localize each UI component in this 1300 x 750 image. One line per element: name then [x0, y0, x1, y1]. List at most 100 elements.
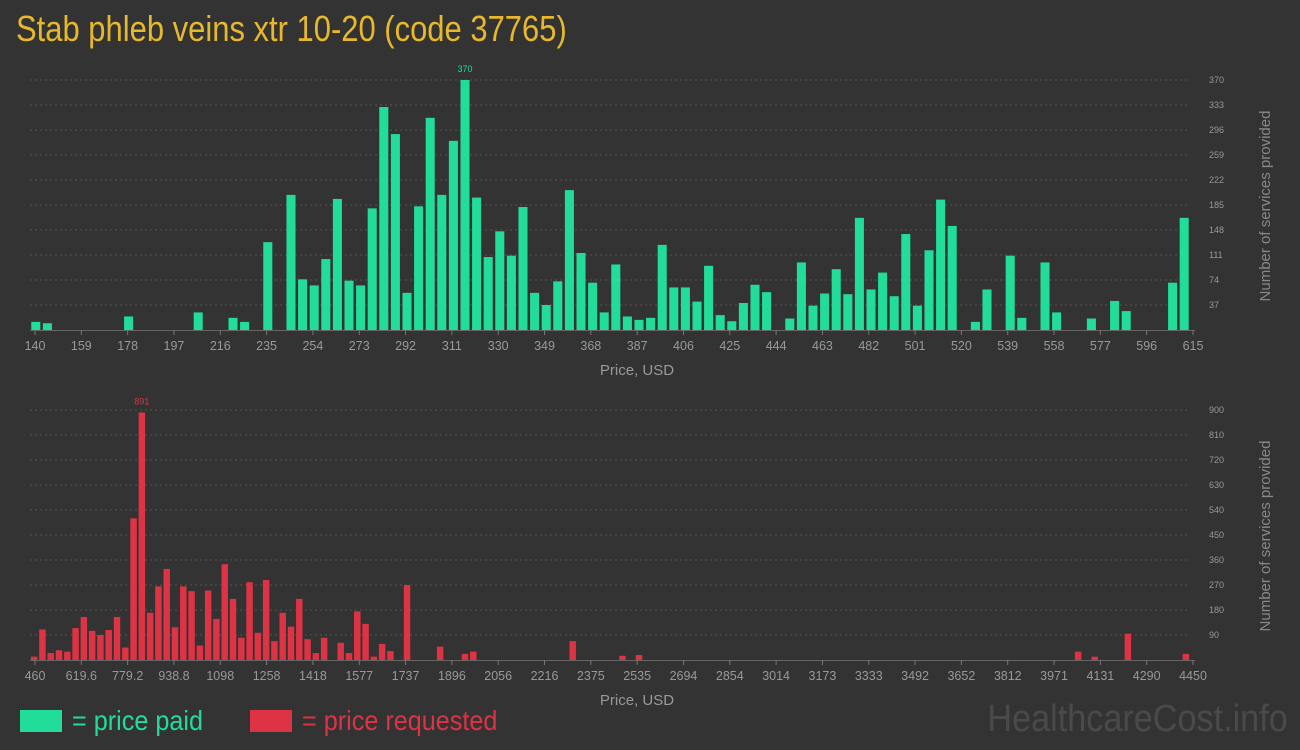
bar	[309, 285, 319, 330]
bar	[254, 632, 262, 660]
y-tick-label: 222	[1209, 175, 1224, 185]
bar	[738, 302, 748, 330]
bar	[72, 628, 79, 660]
x-tick-label: 368	[580, 339, 601, 353]
bar	[403, 585, 411, 660]
bar	[370, 656, 378, 660]
bar	[321, 259, 331, 330]
bar	[287, 626, 295, 660]
bar	[470, 651, 477, 660]
bar	[263, 242, 273, 330]
bar	[193, 312, 203, 330]
y-tick-label: 185	[1209, 200, 1224, 210]
x-tick-label: 3971	[1040, 669, 1068, 683]
bar	[1124, 633, 1132, 660]
bar	[163, 568, 170, 660]
x-tick-label: 1098	[206, 669, 234, 683]
bar	[1091, 656, 1098, 660]
bar	[31, 321, 41, 330]
y-axis-title: Number of services provided	[1257, 441, 1274, 632]
bar	[344, 280, 354, 330]
bar	[843, 294, 853, 330]
x-tick-label: 1258	[253, 669, 281, 683]
bar	[1040, 262, 1050, 330]
bar	[878, 272, 888, 330]
bar	[727, 321, 737, 330]
bar	[619, 655, 626, 660]
bar	[611, 264, 621, 330]
x-tick-label: 4290	[1133, 669, 1161, 683]
bar	[576, 252, 586, 330]
bar	[947, 225, 957, 330]
y-tick-label: 111	[1209, 250, 1223, 260]
bar	[356, 285, 366, 330]
x-tick-label: 4450	[1179, 669, 1207, 683]
bar	[704, 265, 714, 330]
bar	[506, 255, 516, 330]
y-tick-label: 630	[1209, 480, 1224, 490]
x-tick-label: 779.2	[112, 669, 143, 683]
bar	[569, 641, 576, 660]
bar	[820, 293, 830, 330]
x-tick-label: 577	[1090, 339, 1111, 353]
x-tick-label: 1577	[345, 669, 373, 683]
bar	[831, 269, 841, 330]
peak-data-label: 891	[134, 397, 149, 407]
bar	[715, 315, 725, 330]
bar	[785, 318, 795, 330]
y-tick-label: 333	[1209, 100, 1224, 110]
bar	[1182, 653, 1190, 660]
bar	[246, 582, 253, 660]
bar	[345, 653, 353, 660]
bar	[912, 305, 922, 330]
x-tick-label: 311	[442, 339, 462, 353]
bar	[279, 612, 286, 660]
bar	[495, 231, 505, 330]
y-tick-label: 450	[1209, 530, 1224, 540]
bar	[124, 316, 134, 330]
bar	[634, 319, 644, 330]
bar	[635, 655, 643, 660]
bar	[553, 281, 563, 330]
x-tick-label: 3492	[901, 669, 929, 683]
x-tick-label: 3812	[994, 669, 1022, 683]
x-tick-label: 292	[395, 339, 416, 353]
bar	[80, 616, 88, 660]
bar	[437, 194, 447, 330]
x-tick-label: 4131	[1086, 669, 1114, 683]
bar	[113, 616, 121, 660]
bar	[970, 321, 980, 330]
bar	[286, 194, 296, 330]
bar	[228, 317, 238, 330]
watermark: HealthcareCost.info	[987, 698, 1288, 740]
chart-title: Stab phleb veins xtr 10-20 (code 37765)	[16, 8, 567, 49]
x-tick-label: 425	[719, 339, 740, 353]
y-tick-label: 90	[1209, 630, 1219, 640]
x-tick-label: 159	[71, 339, 92, 353]
bar	[354, 611, 361, 660]
x-tick-label: 444	[766, 339, 787, 353]
bar	[55, 650, 63, 660]
bar	[901, 234, 911, 330]
bar	[483, 257, 493, 330]
x-tick-label: 3333	[855, 669, 883, 683]
bar	[213, 618, 220, 660]
bar	[808, 305, 818, 330]
bar	[378, 643, 386, 660]
y-tick-label: 296	[1209, 125, 1224, 135]
bar	[362, 623, 369, 660]
y-tick-label: 37	[1209, 300, 1219, 310]
x-tick-label: 482	[858, 339, 879, 353]
x-tick-label: 273	[349, 339, 370, 353]
legend-requested-label: = price requested	[302, 705, 498, 736]
bar	[240, 321, 250, 330]
bar	[564, 190, 574, 330]
x-axis-title: Price, USD	[600, 362, 674, 379]
bar	[1017, 317, 1027, 330]
x-tick-label: 2056	[484, 669, 512, 683]
bar	[271, 641, 278, 660]
y-tick-label: 360	[1209, 555, 1224, 565]
y-axis-title: Number of services provided	[1257, 111, 1274, 302]
bar	[296, 598, 303, 660]
bar	[530, 292, 540, 330]
